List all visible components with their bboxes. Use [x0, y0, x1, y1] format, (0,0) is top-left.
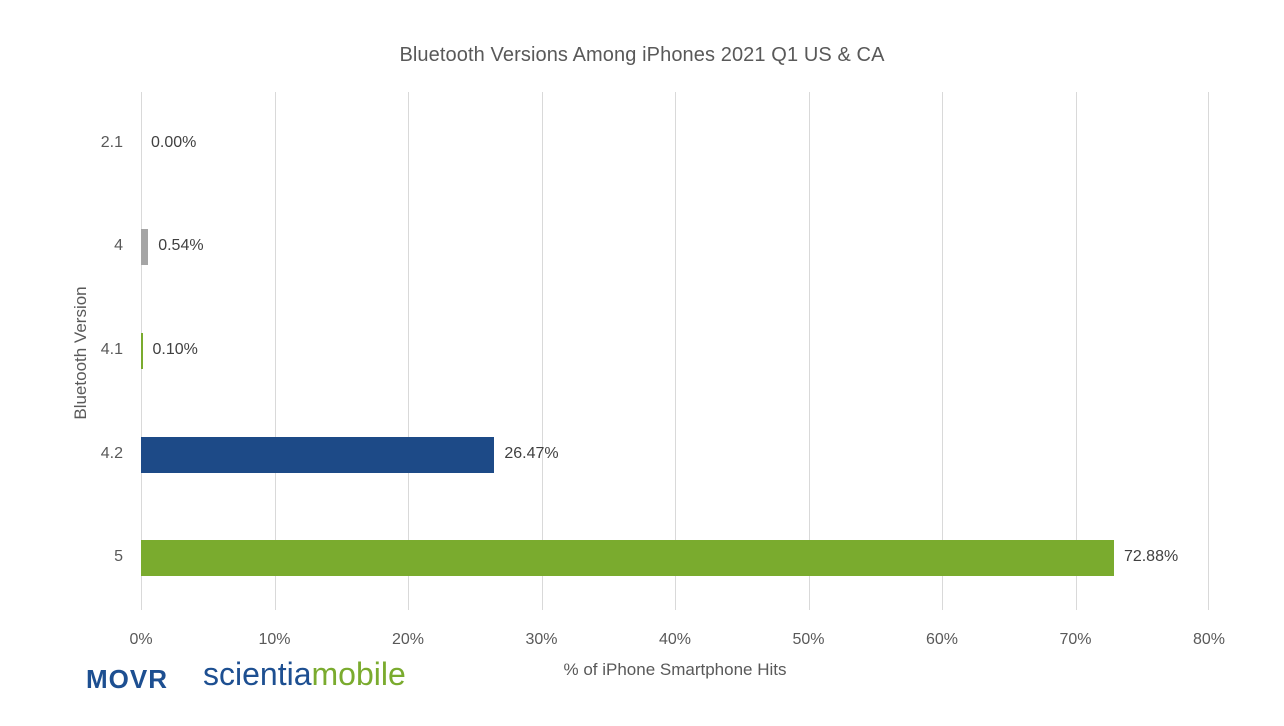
x-tick-label: 80% — [1192, 631, 1226, 648]
bar-4-2 — [141, 436, 495, 473]
bar-4-1 — [141, 333, 143, 369]
y-axis-label: Bluetooth Version — [71, 286, 90, 420]
bar-value-label: 72.88% — [1123, 548, 1179, 566]
x-axis-label: % of iPhone Smartphone Hits — [563, 660, 787, 679]
bar-value-label: 0.00% — [151, 133, 197, 151]
bar-value-label: 0.10% — [152, 341, 198, 358]
y-tick-label: 4.1 — [100, 341, 123, 358]
bar-value-label: 26.47% — [504, 444, 559, 462]
x-tick-label: 30% — [525, 631, 558, 648]
gridline-10 — [274, 92, 276, 610]
gridline-50 — [808, 92, 810, 610]
x-tick-label: 10% — [258, 631, 291, 648]
bar-5 — [141, 540, 1114, 577]
gridline-80 — [1208, 92, 1209, 610]
x-tick-label: 50% — [792, 631, 825, 648]
scientiamobile-logo-part2: mobile — [311, 656, 406, 692]
x-tick-label: 60% — [925, 631, 959, 648]
scientiamobile-logo: scientiamobile — [203, 656, 406, 693]
gridline-20 — [408, 92, 409, 610]
gridline-30 — [541, 92, 543, 610]
y-tick-label: 5 — [114, 548, 123, 566]
y-tick-label: 4 — [114, 237, 123, 255]
x-tick-label: 0% — [129, 631, 153, 648]
x-tick-label: 40% — [658, 631, 692, 648]
gridline-60 — [942, 92, 943, 610]
chart-title: Bluetooth Versions Among iPhones 2021 Q1… — [399, 44, 885, 66]
plot-area: 0.00% 0.54% 0.10% 26.47% 72.88% — [141, 92, 1209, 610]
bar-value-label: 0.54% — [158, 237, 204, 255]
movr-logo: MOVR — [86, 664, 168, 694]
gridline-40 — [675, 92, 676, 610]
y-tick-label: 2.1 — [100, 133, 123, 151]
gridline-70 — [1075, 92, 1077, 610]
x-tick-label: 20% — [391, 631, 425, 648]
x-tick-label: 70% — [1059, 631, 1092, 648]
scientiamobile-logo-part1: scientia — [203, 656, 312, 692]
bar-4 — [141, 229, 149, 266]
y-tick-label: 4.2 — [100, 444, 123, 462]
